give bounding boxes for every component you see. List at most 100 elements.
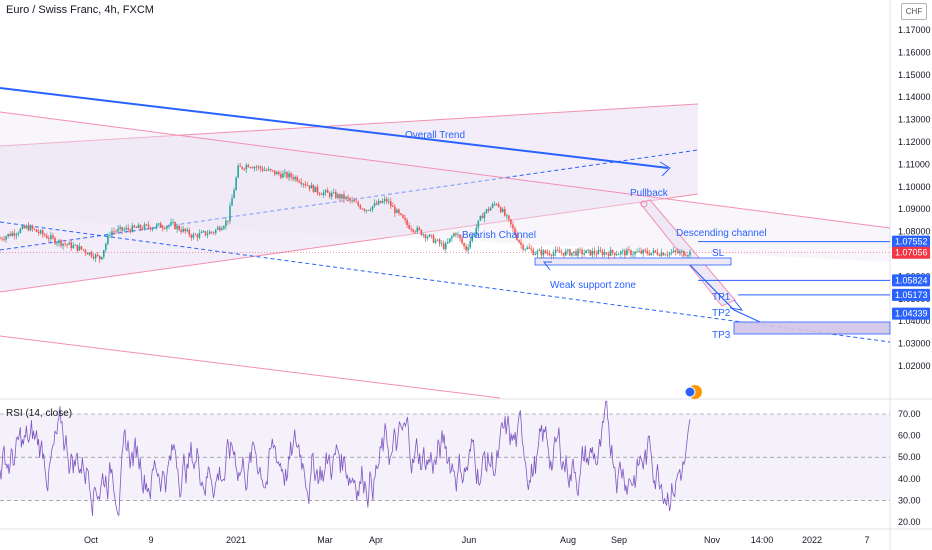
candle xyxy=(477,220,480,228)
candle xyxy=(278,172,280,174)
candle xyxy=(198,233,201,238)
rsi-title: RSI (14, close) xyxy=(6,408,73,419)
candle xyxy=(534,254,537,256)
candle xyxy=(46,235,48,239)
candle xyxy=(672,250,675,253)
candle xyxy=(685,255,687,257)
candle xyxy=(326,190,329,193)
candle xyxy=(192,234,195,238)
candle xyxy=(37,231,40,234)
candle xyxy=(210,231,213,233)
time-tick-label: Mar xyxy=(317,535,333,545)
candle xyxy=(554,249,557,253)
candle xyxy=(190,235,193,238)
candle xyxy=(109,235,111,237)
candle xyxy=(628,249,630,251)
candle xyxy=(84,249,87,253)
price-tag-label: 1.05173 xyxy=(895,290,928,300)
candle xyxy=(622,250,624,252)
candle xyxy=(479,215,482,221)
candle xyxy=(565,250,567,256)
candle xyxy=(212,232,215,234)
candle xyxy=(147,224,150,228)
time-tick-label: Sep xyxy=(611,535,627,545)
candle xyxy=(13,232,16,236)
candle xyxy=(613,252,616,256)
candle xyxy=(304,183,307,186)
candle xyxy=(206,233,209,236)
candle xyxy=(292,177,294,180)
candle xyxy=(182,228,184,232)
tp3-zone xyxy=(733,321,891,335)
candle xyxy=(337,194,339,198)
candle xyxy=(560,252,563,254)
candle xyxy=(359,205,362,209)
candle xyxy=(15,234,18,236)
candle xyxy=(499,207,502,213)
candle xyxy=(530,248,533,250)
candle xyxy=(471,235,474,241)
candle xyxy=(300,182,303,185)
candle xyxy=(253,166,256,169)
candle xyxy=(668,252,671,255)
candle xyxy=(1,238,3,240)
candle xyxy=(654,250,657,253)
time-tick-label: 2021 xyxy=(226,535,246,545)
candle xyxy=(31,225,34,229)
currency-badge[interactable]: CHF xyxy=(901,3,927,20)
candle xyxy=(247,165,250,168)
support-zone xyxy=(534,257,732,266)
candle xyxy=(609,249,612,256)
candle xyxy=(406,220,408,226)
candle xyxy=(267,169,270,171)
candle xyxy=(251,167,254,169)
candle xyxy=(683,250,685,256)
candle xyxy=(27,225,30,231)
candle xyxy=(98,255,101,260)
candle xyxy=(339,194,341,199)
price-tick-label: 1.03000 xyxy=(898,339,931,349)
candle xyxy=(310,184,313,189)
candle xyxy=(446,241,449,244)
candle xyxy=(56,243,58,244)
candle xyxy=(107,235,109,244)
candle xyxy=(125,227,127,230)
candle xyxy=(506,215,508,217)
candle xyxy=(273,170,276,175)
candle xyxy=(493,203,496,205)
candle xyxy=(459,234,461,239)
candle xyxy=(642,249,644,254)
candle xyxy=(33,228,36,230)
candle xyxy=(43,234,46,236)
candle xyxy=(434,240,437,243)
ascending-channel-top xyxy=(0,103,699,147)
replay-icon-inner xyxy=(684,386,696,398)
candle xyxy=(3,239,5,241)
candle xyxy=(652,250,655,253)
price-tick-label: 1.15000 xyxy=(898,70,931,80)
candle xyxy=(430,234,433,236)
candle xyxy=(481,215,484,219)
candle xyxy=(664,254,667,256)
candle xyxy=(11,232,14,236)
candle xyxy=(556,249,559,251)
price-tick-label: 1.02000 xyxy=(898,361,931,371)
candle xyxy=(48,238,50,240)
candle xyxy=(100,256,103,260)
candle xyxy=(308,185,311,189)
candle xyxy=(119,227,121,229)
candle xyxy=(571,252,573,256)
candle xyxy=(615,254,618,256)
candle xyxy=(400,213,402,215)
candle xyxy=(475,227,478,235)
price-tick-label: 1.12000 xyxy=(898,137,931,147)
candle xyxy=(676,251,679,253)
candle xyxy=(528,247,531,249)
candle xyxy=(221,228,223,231)
candle xyxy=(361,208,364,210)
rsi-tick-label: 60.00 xyxy=(898,431,921,441)
candle xyxy=(151,228,154,230)
candle xyxy=(597,249,600,255)
candle xyxy=(231,198,233,206)
